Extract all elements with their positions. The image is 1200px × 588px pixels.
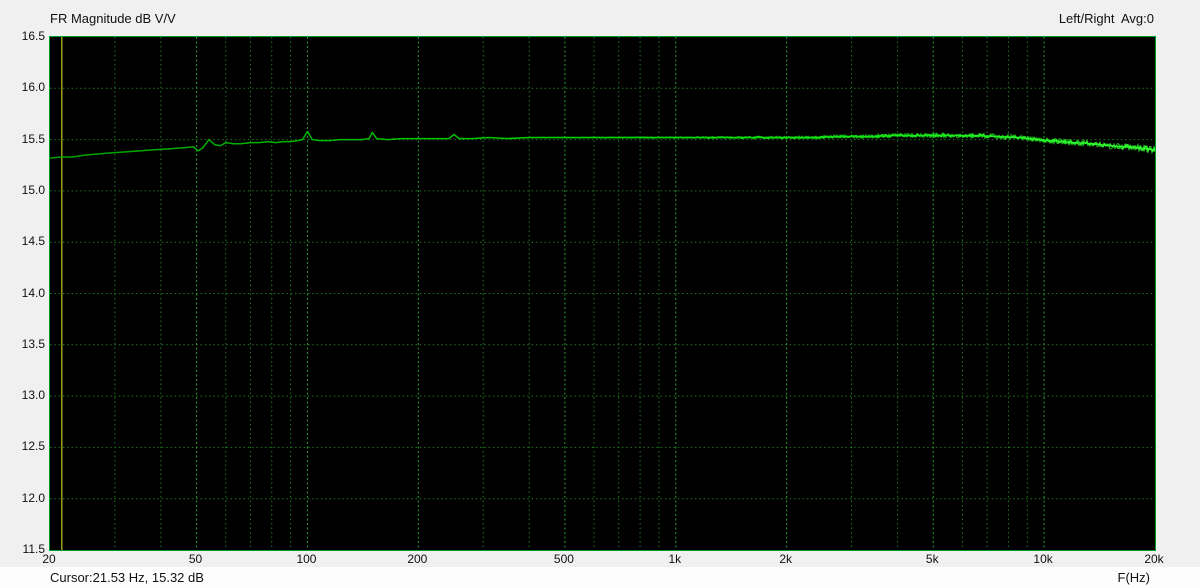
y-tick-label: 16.5 [21,29,45,43]
status-bar: Cursor:21.53 Hz, 15.32 dB F(Hz) [0,567,1200,588]
y-tick-label: 16.0 [21,80,45,95]
y-tick-label: 15.0 [21,182,45,197]
cursor-readout: Cursor:21.53 Hz, 15.32 dB [50,570,204,585]
y-tick-label: 12.0 [21,490,45,505]
fr-magnitude-chart [50,37,1155,550]
channel-legend: Left/Right Avg:0 [1058,11,1154,26]
y-tick-label: 14.0 [21,285,45,300]
x-tick-label: 1k [668,552,682,566]
x-tick-label: 50 [188,552,203,566]
fr-plot-area[interactable] [49,36,1156,551]
y-tick-label: 13.0 [21,388,45,403]
x-tick-label: 100 [296,552,317,566]
y-tick-label: 11.5 [22,542,45,556]
x-tick-label: 2k [779,552,792,566]
y-tick-label: 14.5 [21,234,45,249]
x-axis-title: F(Hz) [1117,570,1151,585]
y-tick-label: 12.5 [21,439,45,454]
x-tick-label: 20k [1144,552,1164,566]
x-tick-label: 500 [553,552,574,566]
x-axis-labels: 20 50 100 200 500 1k 2k 5k 10k 20k [0,553,1200,567]
x-tick-label: 200 [407,552,428,566]
x-tick-label: 5k [925,552,939,566]
chart-title: FR Magnitude dB V/V [50,11,176,26]
y-tick-label: 13.5 [21,336,45,351]
y-axis-labels: 16.5 16.0 15.5 15.0 14.5 14.0 13.5 13.0 12.5 12.0… [0,0,45,588]
x-tick-label: 20 [42,552,56,566]
x-tick-label: 10k [1033,552,1053,566]
fr-trace [50,130,1155,159]
y-tick-label: 15.5 [21,131,45,146]
fr-trace-noise [507,131,1155,155]
